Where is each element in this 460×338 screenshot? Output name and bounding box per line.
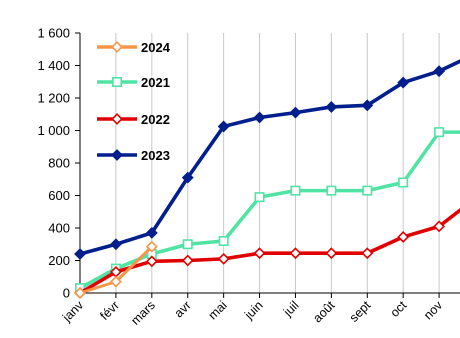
x-tick-label: sept: [347, 298, 374, 325]
data-point-2022: [253, 247, 266, 260]
data-point-2022: [397, 231, 410, 243]
data-point-2023: [74, 248, 86, 260]
data-point-2024: [74, 287, 86, 299]
y-axis-ticks: 0 200 400 600 800 1 000 1 200 1 400 1 600: [37, 26, 80, 301]
y-tick-label: 1 200: [37, 91, 70, 106]
data-point-2023: [253, 111, 266, 124]
data-point-2021: [182, 239, 193, 250]
y-tick-label: 1 400: [37, 58, 70, 73]
data-point-2021: [398, 177, 409, 188]
data-point-2024: [109, 275, 122, 288]
legend-label-2022: 2022: [141, 112, 170, 127]
data-point-2022: [325, 247, 338, 260]
x-tick-label: juil: [280, 298, 301, 319]
series-line-2023: [79, 59, 460, 256]
series-2023: [74, 59, 460, 260]
data-point-2024: [145, 240, 158, 253]
data-point-2021: [362, 185, 373, 196]
legend-marker-2024: [111, 41, 123, 53]
data-point-2023: [433, 65, 446, 78]
grid-lines: [115, 33, 440, 293]
series-lines: [74, 59, 460, 299]
x-tick-label: déc: [457, 298, 460, 322]
data-point-2022: [433, 220, 446, 233]
data-point-2021: [254, 192, 265, 203]
legend-marker-2023: [111, 149, 123, 161]
data-point-2022: [217, 252, 230, 265]
x-tick-label: févr: [97, 298, 122, 323]
data-point-2022: [181, 254, 194, 267]
y-tick-label: 400: [48, 221, 70, 236]
data-point-2023: [397, 76, 410, 89]
data-point-2022: [289, 247, 302, 260]
y-tick-label: 1 600: [37, 26, 70, 41]
data-point-2021: [434, 127, 445, 138]
data-point-2023: [181, 171, 194, 184]
data-point-2022: [361, 247, 374, 260]
y-tick-label: 0: [63, 286, 70, 301]
x-tick-label: oct: [388, 298, 410, 320]
y-tick-label: 200: [48, 253, 70, 268]
legend-item-2022: 2022: [97, 112, 170, 127]
data-point-2023: [145, 226, 158, 239]
data-point-2021: [218, 236, 229, 247]
series-2024: [74, 240, 158, 299]
data-point-2022: [145, 255, 158, 268]
data-point-2023: [109, 238, 122, 251]
y-tick-label: 1 000: [37, 123, 70, 138]
legend: 2024 2021 2022 2023: [97, 40, 171, 163]
x-tick-label: juin: [241, 298, 265, 322]
legend-item-2021: 2021: [97, 75, 170, 90]
data-point-2023: [289, 106, 302, 119]
x-tick-label: nov: [421, 298, 446, 323]
legend-marker-2021: [112, 77, 123, 88]
legend-marker-2022: [111, 113, 123, 125]
data-point-2023: [217, 120, 230, 133]
legend-item-2024: 2024: [97, 40, 171, 55]
y-tick-label: 600: [48, 188, 70, 203]
y-tick-label: 800: [48, 156, 70, 171]
series-line-2021: [79, 130, 460, 290]
data-point-2021: [290, 185, 301, 196]
x-tick-label: août: [310, 298, 337, 325]
x-tick-label: avr: [172, 298, 194, 320]
data-point-2023: [361, 99, 374, 112]
legend-label-2023: 2023: [141, 148, 170, 163]
legend-label-2021: 2021: [141, 75, 170, 90]
x-tick-label: mai: [206, 298, 230, 322]
data-point-2021: [326, 185, 337, 196]
data-point-2023: [325, 101, 338, 113]
series-line-2022: [79, 208, 460, 295]
series-2022: [74, 208, 460, 299]
legend-label-2024: 2024: [141, 40, 171, 55]
legend-item-2023: 2023: [97, 148, 170, 163]
x-tick-label: mars: [128, 298, 158, 328]
x-axis-ticks: janv févr mars avr mai juin juil août sept oct nov…: [59, 293, 460, 328]
x-tick-label: janv: [59, 298, 86, 325]
